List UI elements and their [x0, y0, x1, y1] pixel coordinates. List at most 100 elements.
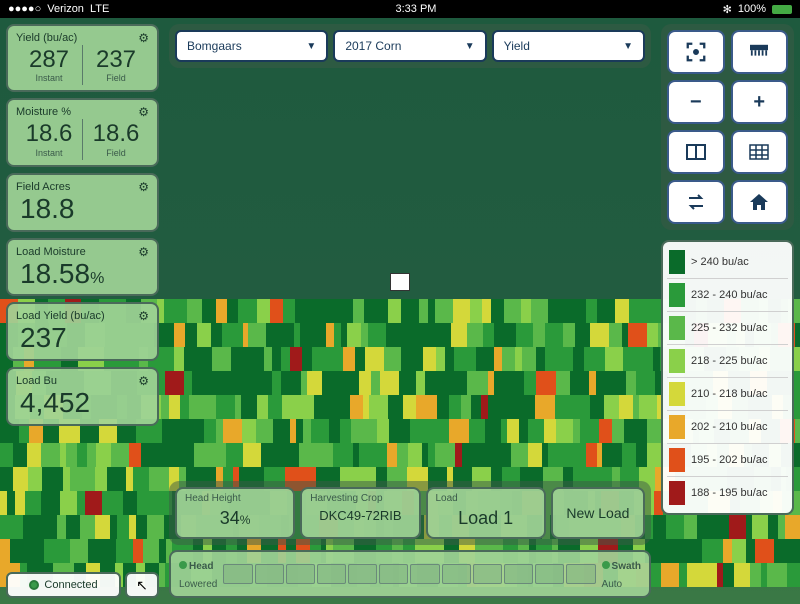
gear-icon[interactable]: ⚙ [138, 309, 149, 323]
swath-dot-icon [602, 561, 610, 569]
yield-instant: 287 [16, 47, 82, 73]
zoom-out-button[interactable]: − [667, 80, 725, 124]
legend-swatch [669, 382, 685, 406]
swath-cell[interactable] [535, 564, 564, 584]
legend-row[interactable]: 225 - 232 bu/ac [667, 312, 788, 345]
battery: 100% [738, 3, 766, 15]
yield-field: 237 [83, 47, 149, 73]
harvesting-crop-card[interactable]: Harvesting CropDKC49-72RIB [300, 487, 420, 539]
acres-title: Field Acres [16, 181, 70, 193]
home-button[interactable] [731, 180, 789, 224]
legend-swatch [669, 316, 685, 340]
swath-cell[interactable] [348, 564, 377, 584]
head-dot-icon [179, 561, 187, 569]
legend-label: 210 - 218 bu/ac [691, 388, 767, 400]
swath-cell[interactable] [286, 564, 315, 584]
swath-cell[interactable] [379, 564, 408, 584]
split-view-button[interactable] [667, 130, 725, 174]
swath-cell[interactable] [410, 564, 439, 584]
field-dropdown[interactable]: Bomgaars▼ [175, 30, 328, 62]
chevron-down-icon: ▼ [306, 41, 316, 52]
legend-row[interactable]: 188 - 195 bu/ac [667, 477, 788, 509]
moisture-instant: 18.6 [16, 121, 82, 147]
clock: 3:33 PM [395, 3, 436, 15]
legend-row[interactable]: 210 - 218 bu/ac [667, 378, 788, 411]
swath-cell[interactable] [566, 564, 595, 584]
legend-label: 195 - 202 bu/ac [691, 454, 767, 466]
load-moisture-title: Load Moisture [16, 246, 86, 258]
head-height-card[interactable]: Head Height34% [175, 487, 295, 539]
legend-row[interactable]: 195 - 202 bu/ac [667, 444, 788, 477]
gear-icon[interactable]: ⚙ [138, 31, 149, 45]
expand-button[interactable]: ↖ [125, 572, 159, 598]
load-card[interactable]: LoadLoad 1 [426, 487, 546, 539]
connection-status[interactable]: Connected [6, 572, 121, 598]
yield-title: Yield (bu/ac) [16, 32, 77, 44]
gear-icon[interactable]: ⚙ [138, 105, 149, 119]
acres-value: 18.8 [16, 194, 149, 225]
swath-cell[interactable] [473, 564, 502, 584]
legend-swatch [669, 250, 685, 274]
zoom-in-button[interactable]: + [731, 80, 789, 124]
signal-dots: ●●●●○ [8, 3, 41, 15]
legend-swatch [669, 448, 685, 472]
grid-view-button[interactable] [731, 130, 789, 174]
crop-dropdown[interactable]: 2017 Corn▼ [333, 30, 486, 62]
implement-button[interactable] [731, 30, 789, 74]
legend-swatch [669, 481, 685, 505]
acres-card[interactable]: Field Acres ⚙ 18.8 [6, 173, 159, 232]
right-panel: − + > 240 bu/ac 232 - 240 bu/ac 225 - 232 … [655, 18, 800, 604]
gear-icon[interactable]: ⚙ [138, 245, 149, 259]
yield-card[interactable]: Yield (bu/ac)⚙ 287Instant 237Field [6, 24, 159, 92]
legend-row[interactable]: 218 - 225 bu/ac [667, 345, 788, 378]
gear-icon[interactable]: ⚙ [138, 180, 149, 194]
center-button[interactable] [667, 30, 725, 74]
status-bar: ●●●●○ Verizon LTE 3:33 PM ✻ 100% [0, 0, 800, 18]
harvest-controls: Head Height34% Harvesting CropDKC49-72RI… [169, 481, 651, 545]
load-moisture-card[interactable]: Load Moisture⚙ 18.58% [6, 238, 159, 297]
load-yield-card[interactable]: Load Yield (bu/ac) ⚙ 237 [6, 302, 159, 361]
moisture-field: 18.6 [83, 121, 149, 147]
legend-label: > 240 bu/ac [691, 256, 749, 268]
load-yield-title: Load Yield (bu/ac) [16, 310, 105, 322]
swath-cell[interactable] [504, 564, 533, 584]
battery-icon [772, 5, 792, 14]
swath-cell[interactable] [223, 564, 252, 584]
network: LTE [90, 3, 109, 15]
left-metrics-panel: Yield (bu/ac)⚙ 287Instant 237Field Moist… [0, 18, 165, 604]
load-yield-value: 237 [16, 323, 149, 354]
swath-cell[interactable] [317, 564, 346, 584]
moisture-title: Moisture % [16, 106, 71, 118]
swath-cell[interactable] [442, 564, 471, 584]
legend-swatch [669, 415, 685, 439]
swap-button[interactable] [667, 180, 725, 224]
carrier: Verizon [47, 3, 84, 15]
dropdown-bar: Bomgaars▼ 2017 Corn▼ Yield▼ [169, 24, 651, 68]
new-load-button[interactable]: New Load [551, 487, 645, 539]
swath-cell[interactable] [255, 564, 284, 584]
legend-row[interactable]: 202 - 210 bu/ac [667, 411, 788, 444]
legend-label: 188 - 195 bu/ac [691, 487, 767, 499]
load-bu-value: 4,452 [16, 388, 149, 419]
head-status: HeadLowered [179, 556, 217, 592]
legend-row[interactable]: > 240 bu/ac [667, 246, 788, 279]
gear-icon[interactable]: ⚙ [138, 374, 149, 388]
moisture-card[interactable]: Moisture %⚙ 18.6Instant 18.6Field [6, 98, 159, 166]
load-bu-title: Load Bu [16, 375, 57, 387]
tool-grid: − + [661, 24, 794, 230]
legend-label: 225 - 232 bu/ac [691, 322, 767, 334]
bluetooth-icon: ✻ [723, 3, 732, 16]
chevron-down-icon: ▼ [465, 41, 475, 52]
swath-bar: HeadLowered SwathAuto [169, 550, 651, 598]
swath-cells[interactable] [223, 564, 595, 584]
metric-dropdown[interactable]: Yield▼ [492, 30, 645, 62]
connection-dot-icon [29, 580, 39, 590]
chevron-down-icon: ▼ [623, 41, 633, 52]
legend-swatch [669, 349, 685, 373]
legend-label: 232 - 240 bu/ac [691, 289, 767, 301]
yield-legend: > 240 bu/ac 232 - 240 bu/ac 225 - 232 bu/a… [661, 240, 794, 515]
load-moisture-value: 18.58 [20, 258, 90, 289]
legend-swatch [669, 283, 685, 307]
legend-row[interactable]: 232 - 240 bu/ac [667, 279, 788, 312]
load-bu-card[interactable]: Load Bu ⚙ 4,452 [6, 367, 159, 426]
